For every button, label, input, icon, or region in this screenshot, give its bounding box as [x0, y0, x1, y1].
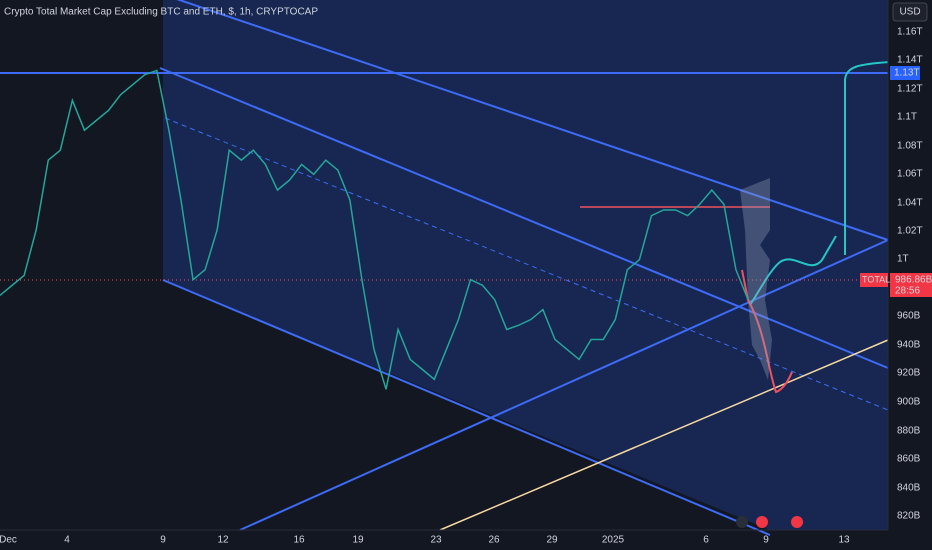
- currency-button[interactable]: [892, 2, 928, 22]
- price-label: 920B: [897, 368, 921, 379]
- price-label: 840B: [897, 483, 921, 494]
- price-series: [0, 69, 749, 390]
- time-label: 9: [160, 535, 166, 546]
- channel-bottom: [162, 279, 771, 536]
- time-label: 12: [217, 535, 229, 546]
- projection-breakout: [844, 61, 891, 255]
- time-label: 6: [703, 535, 709, 546]
- time-label: 29: [546, 535, 558, 546]
- price-label: 1.14T: [897, 55, 923, 66]
- support-line: [439, 339, 889, 531]
- price-label: 880B: [897, 426, 921, 437]
- time-label: 13: [838, 535, 850, 546]
- symbol-tag-text: TOTAL3: [862, 274, 895, 284]
- price-label: 960B: [897, 311, 921, 322]
- rising-line: [239, 239, 889, 531]
- volume-profile: [740, 178, 772, 380]
- level-tag-text: 1.13T: [894, 68, 920, 79]
- time-label: 23: [430, 535, 442, 546]
- projection-up: [749, 235, 837, 306]
- price-label: 1.02T: [897, 226, 923, 237]
- time-label: 9: [763, 535, 769, 546]
- symbol-tag: [860, 273, 888, 287]
- price-line: [0, 69, 749, 390]
- time-label: 16: [293, 535, 305, 546]
- time-label: 19: [352, 535, 364, 546]
- chart-title: Crypto Total Market Cap Excluding BTC an…: [4, 7, 318, 18]
- time-label: 2025: [602, 535, 625, 546]
- time-label: 4: [64, 535, 70, 546]
- price-label: 940B: [897, 340, 921, 351]
- currency[interactable]: USD: [899, 7, 920, 18]
- channel-fill: [163, 0, 888, 530]
- event-icon[interactable]: [756, 516, 768, 528]
- channel-top: [176, 0, 889, 241]
- level-tag: [890, 66, 920, 80]
- price-label: 1.12T: [897, 84, 923, 95]
- price-label: 1.04T: [897, 198, 923, 209]
- price-label: 1.06T: [897, 169, 923, 180]
- price-label: 860B: [897, 454, 921, 465]
- event-icon[interactable]: [736, 516, 748, 528]
- price-label: 900B: [897, 397, 921, 408]
- price-label: 820B: [897, 511, 921, 522]
- price-tag-text: 986.86B: [895, 275, 932, 286]
- countdown: 28:56: [895, 286, 920, 297]
- price-label: 1.1T: [897, 112, 917, 123]
- price-label: 1T: [897, 254, 909, 265]
- price-tag: [890, 273, 932, 297]
- projection-down: [741, 269, 793, 394]
- channel-mid: [159, 67, 889, 369]
- price-label: 1.16T: [897, 27, 923, 38]
- event-icon[interactable]: [791, 516, 803, 528]
- price-label: 1.08T: [897, 141, 923, 152]
- drawings: [0, 0, 889, 536]
- time-label: 26: [488, 535, 500, 546]
- time-label: Dec: [0, 535, 17, 546]
